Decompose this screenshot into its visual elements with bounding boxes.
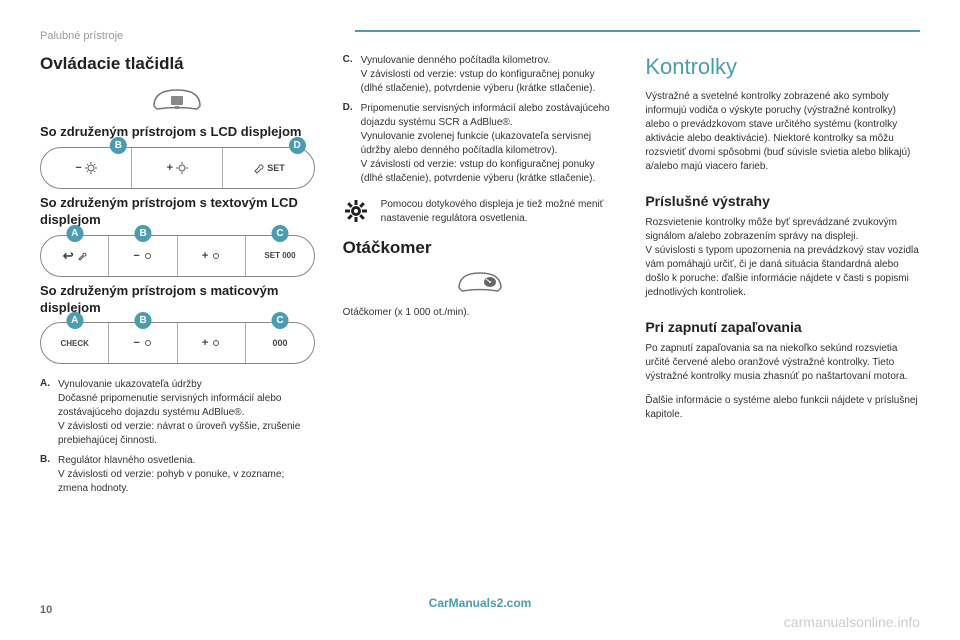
sun-icon	[176, 162, 188, 174]
content-c: Vynulovanie denného počítadla kilometrov…	[361, 54, 618, 96]
marker-b: B.	[40, 454, 58, 496]
tach-cluster-icon	[455, 268, 505, 296]
panel2-seg4: SET 000 C	[245, 236, 313, 276]
col3-intro: Výstražné a svetelné kontrolky zobrazené…	[645, 90, 920, 174]
badge-a: A	[66, 225, 83, 242]
column-2: C. Vynulovanie denného počítadla kilomet…	[343, 54, 618, 502]
marker-a: A.	[40, 378, 58, 448]
plus-label: +	[167, 162, 173, 174]
panel2-seg2: − B	[108, 236, 176, 276]
sun-icon	[143, 338, 153, 348]
sect2-text: Po zapnutí zapaľovania sa na niekoľko se…	[645, 342, 920, 384]
wrench-icon	[77, 251, 87, 261]
tach-text: Otáčkomer (x 1 000 ot./min).	[343, 306, 618, 320]
content-d: Pripomenutie servisných informácií alebo…	[361, 102, 618, 186]
info-block: Pomocou dotykového displeja je tiež možn…	[343, 198, 618, 226]
header-divider	[355, 30, 920, 32]
minus-label: −	[75, 162, 81, 174]
item-a: A. Vynulovanie ukazovateľa údržby Dočasn…	[40, 378, 315, 448]
marker-d: D.	[343, 102, 361, 186]
panel2-seg1: ↩ A	[41, 236, 108, 276]
sun-icon	[143, 251, 153, 261]
cluster-icon	[149, 84, 205, 114]
panel3-seg3: +	[177, 323, 245, 363]
sect2-text2: Ďalšie informácie o systéme alebo funkci…	[645, 394, 920, 422]
watermark-1: CarManuals2.com	[429, 596, 532, 610]
panel1-seg3: SET D	[222, 148, 313, 188]
col1-sub2: So združeným prístrojom s textovým LCD d…	[40, 195, 315, 229]
gear-icon	[343, 198, 369, 224]
sun-icon	[211, 251, 221, 261]
plus-label: +	[202, 250, 208, 262]
panel3-seg4: 000 C	[245, 323, 313, 363]
badge-d: D	[289, 137, 306, 154]
panel-text-lcd: ↩ A − B + SET 000 C	[40, 235, 315, 277]
marker-c: C.	[343, 54, 361, 96]
plus-label: +	[202, 337, 208, 349]
badge-b: B	[135, 225, 152, 242]
panel-lcd: − B + SET D	[40, 147, 315, 189]
badge-a: A	[66, 312, 83, 329]
col1-sub3: So združeným prístrojom s maticovým disp…	[40, 283, 315, 317]
sun-icon	[85, 162, 97, 174]
panel1-seg2: +	[131, 148, 222, 188]
item-d: D. Pripomenutie servisných informácií al…	[343, 102, 618, 186]
info-text: Pomocou dotykového displeja je tiež možn…	[381, 198, 618, 226]
panel3-seg1: CHECK A	[41, 323, 108, 363]
item-b: B. Regulátor hlavného osvetlenia. V závi…	[40, 454, 315, 496]
item-c: C. Vynulovanie denného počítadla kilomet…	[343, 54, 618, 96]
panel1-seg1: − B	[41, 148, 131, 188]
panel3-seg2: − B	[108, 323, 176, 363]
tach-title: Otáčkomer	[343, 238, 618, 258]
col3-title: Kontrolky	[645, 54, 920, 80]
panel2-seg3: +	[177, 236, 245, 276]
badge-c: C	[271, 312, 288, 329]
minus-label: −	[133, 337, 139, 349]
badge-c: C	[271, 225, 288, 242]
check-label: CHECK	[60, 339, 88, 348]
panel-matrix: CHECK A − B + 000 C	[40, 322, 315, 364]
wrench-icon	[252, 162, 264, 174]
sun-icon	[211, 338, 221, 348]
minus-label: −	[133, 250, 139, 262]
set000-label: SET 000	[264, 251, 295, 260]
sect1-title: Príslušné výstrahy	[645, 192, 920, 210]
content-a: Vynulovanie ukazovateľa údržby Dočasné p…	[58, 378, 315, 448]
content-columns: Ovládacie tlačidlá So združeným prístroj…	[40, 54, 920, 502]
sect1-text: Rozsvietenie kontrolky môže byť sprevádz…	[645, 216, 920, 300]
page-number: 10	[40, 604, 52, 616]
column-3: Kontrolky Výstražné a svetelné kontrolky…	[645, 54, 920, 502]
col1-title: Ovládacie tlačidlá	[40, 54, 315, 74]
zero-label: 000	[272, 338, 287, 348]
badge-b: B	[135, 312, 152, 329]
col1-sub1: So združeným prístrojom s LCD displejom	[40, 124, 315, 141]
content-b: Regulátor hlavného osvetlenia. V závislo…	[58, 454, 315, 496]
set-label: SET	[267, 163, 285, 173]
badge-b: B	[110, 137, 127, 154]
watermark-2: carmanualsonline.info	[784, 614, 920, 630]
column-1: Ovládacie tlačidlá So združeným prístroj…	[40, 54, 315, 502]
sect2-title: Pri zapnutí zapaľovania	[645, 318, 920, 336]
